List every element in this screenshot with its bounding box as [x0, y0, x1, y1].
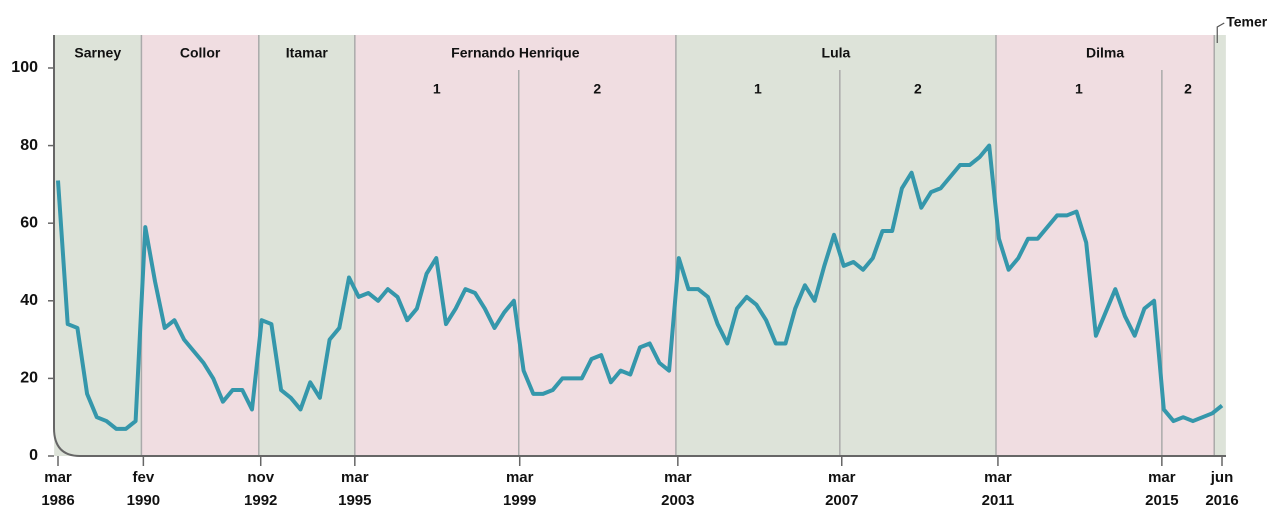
y-tick-label: 80 — [20, 137, 38, 154]
x-tick-label: mar 1995 — [338, 469, 372, 509]
presidency-band — [1214, 35, 1226, 456]
x-tick-label: mar 1986 — [41, 469, 75, 509]
y-tick-label: 0 — [29, 447, 38, 464]
y-tick-label: 40 — [20, 292, 38, 309]
term-label: 2 — [593, 81, 601, 97]
band-label: Lula — [822, 45, 851, 61]
band-label: Fernando Henrique — [451, 45, 580, 61]
presidency-band — [141, 35, 259, 456]
term-label: 2 — [914, 81, 922, 97]
x-tick-label: mar 2007 — [825, 469, 859, 509]
y-tick-label: 100 — [11, 59, 38, 76]
term-label: 1 — [433, 81, 441, 97]
band-label: Dilma — [1086, 45, 1124, 61]
band-label: Itamar — [286, 45, 329, 61]
presidency-band — [354, 35, 676, 456]
band-label: Temer — [1226, 14, 1268, 30]
axis-line — [53, 35, 1226, 457]
x-tick-label: mar 2015 — [1145, 469, 1179, 509]
x-tick-label: fev 1990 — [126, 469, 161, 509]
presidency-band — [995, 35, 1215, 456]
term-label: 1 — [1075, 81, 1083, 97]
approval-line — [56, 143, 1224, 431]
band-label: Sarney — [74, 45, 121, 61]
x-tick-label: jun 2016 — [1205, 469, 1239, 509]
x-tick-label: mar 1999 — [503, 469, 537, 509]
band-label: Collor — [180, 45, 221, 61]
term-label: 1 — [754, 81, 762, 97]
x-tick-label: mar 2011 — [981, 469, 1015, 509]
x-tick-label: mar 2003 — [661, 469, 695, 509]
y-tick-label: 60 — [20, 214, 38, 231]
term-label: 2 — [1184, 81, 1192, 97]
presidency-band — [258, 35, 355, 456]
presidency-band — [54, 35, 142, 456]
label-bracket — [1216, 22, 1225, 43]
y-tick-label: 20 — [20, 370, 38, 387]
x-tick-label: nov 1992 — [244, 469, 278, 509]
